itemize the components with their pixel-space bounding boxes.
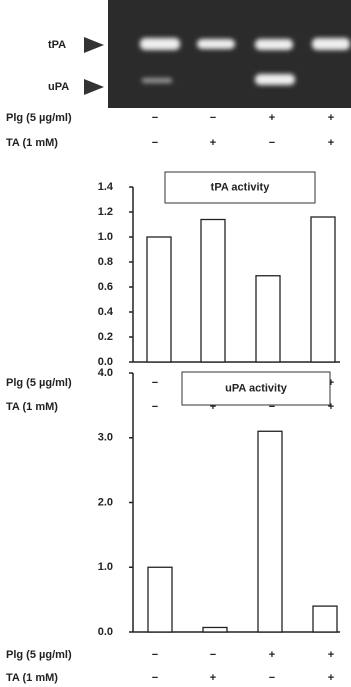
condition-label: TA (1 mM) — [6, 672, 58, 684]
condition-mark: + — [210, 137, 216, 149]
condition-mark: + — [328, 672, 334, 684]
condition-mark: + — [210, 672, 216, 684]
condition-mark: − — [152, 672, 158, 684]
arrow — [84, 37, 104, 53]
bar — [311, 217, 335, 362]
y-tick-label: 0.2 — [98, 331, 113, 343]
condition-mark: − — [152, 401, 158, 413]
condition-mark: + — [328, 137, 334, 149]
bar — [201, 220, 225, 363]
band-label: uPA — [48, 81, 69, 93]
figure: tPA uPA Plg (5 µg/ml) − − + + TA (1 mM) − + − +0.… — [0, 0, 351, 687]
y-tick-label: 1.0 — [98, 231, 113, 243]
condition-mark: − — [152, 377, 158, 389]
condition-mark: + — [328, 649, 334, 661]
condition-label: TA (1 mM) — [6, 401, 58, 413]
y-tick-label: 3.0 — [98, 432, 113, 444]
condition-mark: − — [152, 112, 158, 124]
condition-mark: − — [210, 649, 216, 661]
condition-mark: − — [210, 112, 216, 124]
condition-label: Plg (5 µg/ml) — [6, 649, 72, 661]
y-tick-label: 0.6 — [98, 281, 113, 293]
condition-mark: + — [269, 649, 275, 661]
y-tick-label: 1.0 — [98, 561, 113, 573]
bar — [148, 567, 172, 632]
condition-mark: − — [269, 672, 275, 684]
arrow — [84, 79, 104, 95]
condition-label: Plg (5 µg/ml) — [6, 377, 72, 389]
condition-mark: − — [152, 137, 158, 149]
chart-title: uPA activity — [225, 382, 288, 394]
bar — [203, 627, 227, 632]
y-tick-label: 0.8 — [98, 256, 113, 268]
condition-mark: + — [328, 112, 334, 124]
bar — [256, 276, 280, 362]
y-tick-label: 0.4 — [98, 306, 114, 318]
y-tick-label: 1.4 — [98, 181, 114, 193]
condition-label: TA (1 mM) — [6, 137, 58, 149]
bar — [258, 431, 282, 632]
bar — [313, 606, 337, 632]
band-label: tPA — [48, 39, 66, 51]
chart-title: tPA activity — [211, 181, 271, 193]
condition-label: Plg (5 µg/ml) — [6, 112, 72, 124]
condition-mark: − — [269, 137, 275, 149]
gel-image — [108, 0, 351, 108]
condition-mark: + — [269, 112, 275, 124]
y-tick-label: 4.0 — [98, 367, 113, 379]
y-tick-label: 0.0 — [98, 626, 113, 638]
bar — [147, 237, 171, 362]
y-tick-label: 2.0 — [98, 496, 113, 508]
condition-mark: − — [152, 649, 158, 661]
y-tick-label: 1.2 — [98, 206, 113, 218]
